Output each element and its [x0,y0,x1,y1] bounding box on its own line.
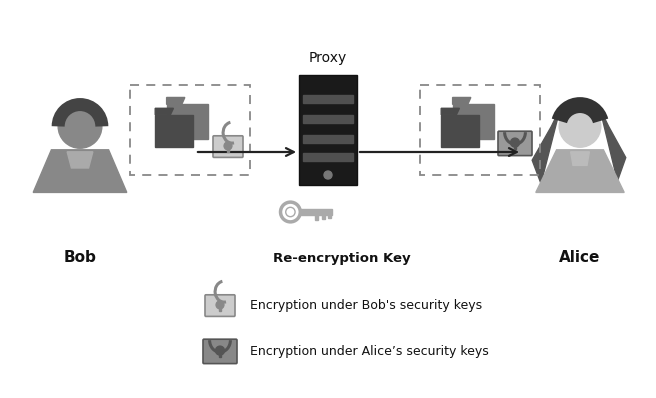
Polygon shape [536,150,625,193]
Bar [420,85,540,175]
Circle shape [58,105,102,148]
FancyBboxPatch shape [203,339,237,364]
Bar [219,305,221,310]
Bar [514,142,516,149]
Bar [130,85,250,175]
Bar [328,215,331,218]
Bar [303,153,353,161]
Polygon shape [600,108,626,181]
Circle shape [216,346,224,355]
FancyBboxPatch shape [205,295,235,316]
Polygon shape [441,108,459,115]
Polygon shape [532,108,560,183]
Text: Bob: Bob [64,250,96,265]
Polygon shape [571,152,589,166]
Circle shape [559,105,601,147]
Bar [303,135,353,143]
Polygon shape [155,115,194,147]
FancyBboxPatch shape [498,131,532,156]
Polygon shape [167,104,209,139]
Polygon shape [33,150,127,193]
Polygon shape [453,104,495,139]
Circle shape [224,142,232,150]
Bar [299,75,357,185]
Circle shape [510,138,520,147]
Bar [322,215,325,219]
Polygon shape [453,98,471,104]
Polygon shape [167,98,185,104]
Text: Alice: Alice [560,250,601,265]
Text: Encryption under Bob's security keys: Encryption under Bob's security keys [250,300,482,312]
Bar [303,95,353,103]
Polygon shape [67,152,93,168]
Bar [300,209,332,215]
Circle shape [216,301,224,309]
Text: Proxy: Proxy [309,51,347,65]
Bar [218,351,221,357]
Polygon shape [155,108,173,115]
Circle shape [324,171,332,179]
Text: Re-encryption Key: Re-encryption Key [273,252,411,265]
Text: Encryption under Alice’s security keys: Encryption under Alice’s security keys [250,345,489,357]
Bar [303,115,353,123]
Polygon shape [441,115,479,147]
Bar [315,215,318,220]
FancyBboxPatch shape [213,136,243,157]
Bar [227,146,229,152]
Circle shape [286,207,295,217]
